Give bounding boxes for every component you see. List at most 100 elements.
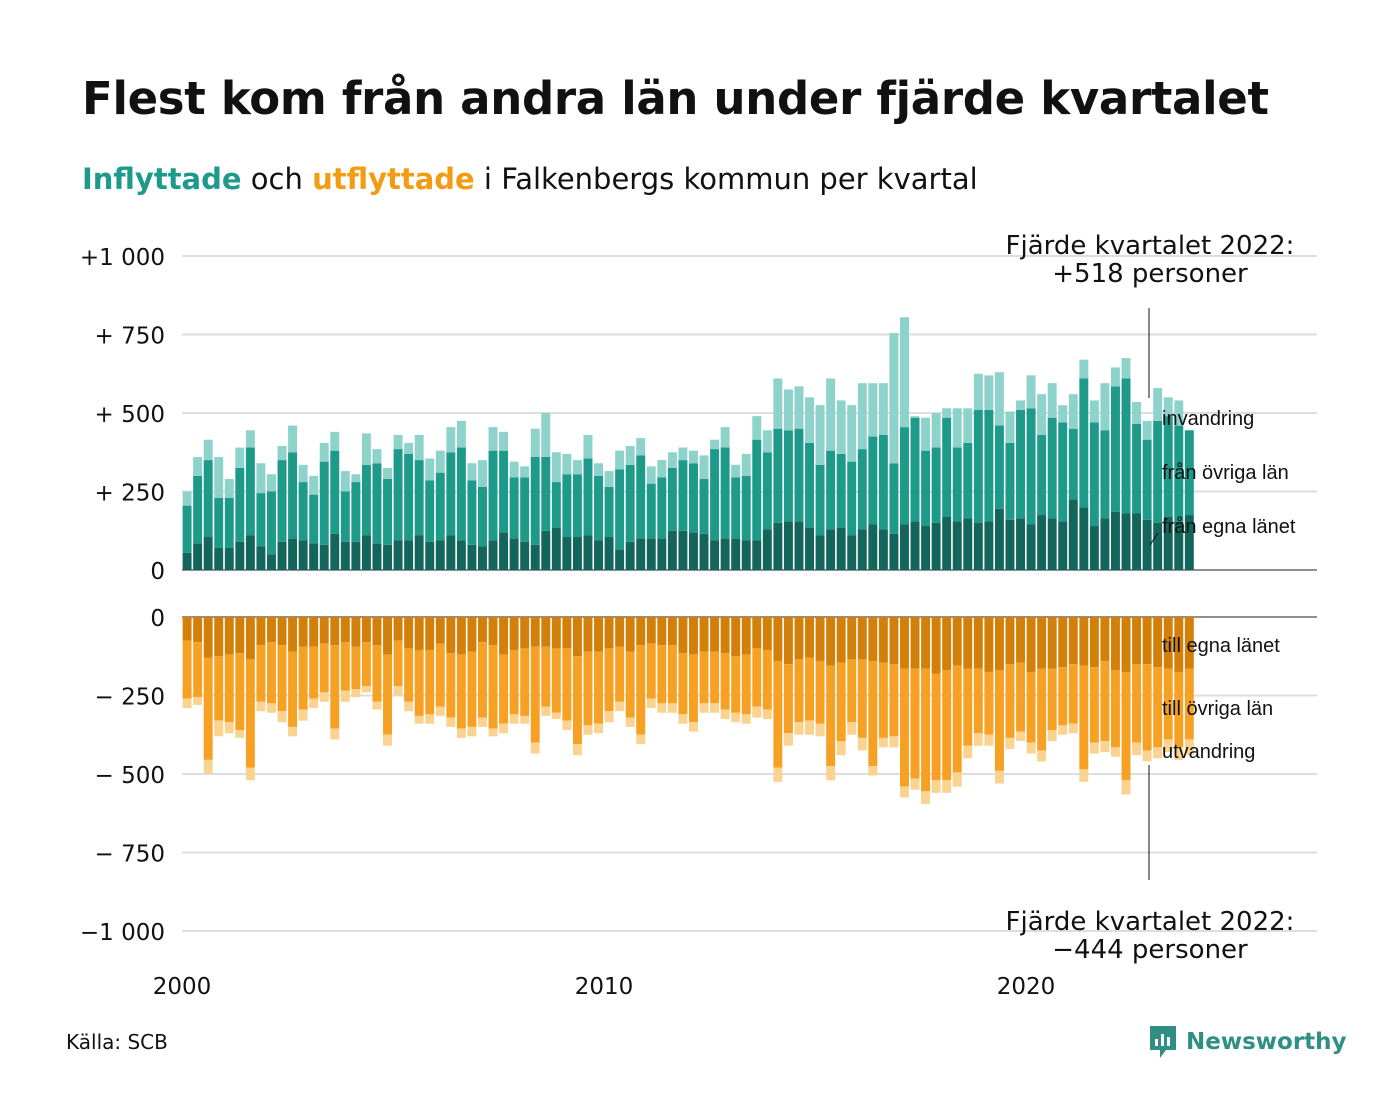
bar-emigration [1079, 769, 1089, 782]
bar-out-other-counties [889, 664, 899, 737]
bar-emigration [847, 722, 857, 735]
bar-immigration [361, 433, 371, 465]
series-label-invandring: invandring [1162, 408, 1254, 430]
bar-immigration [509, 461, 519, 478]
gridlines [182, 255, 1317, 932]
bar-out-own-county [245, 617, 255, 660]
bar-immigration [256, 463, 266, 494]
bar-out-own-county [604, 617, 614, 649]
bar-in-other-counties [1047, 417, 1057, 519]
bar-in-own-county [973, 522, 983, 570]
bar-out-own-county [762, 617, 772, 650]
bottom-annotation-value: −444 personer [1052, 935, 1248, 965]
bar-immigration [952, 408, 962, 448]
bar-immigration [636, 438, 646, 456]
bar-immigration [235, 447, 245, 468]
bar-in-other-counties [741, 475, 751, 541]
bar-out-own-county [1121, 617, 1131, 672]
bar-out-other-counties [1005, 664, 1015, 738]
bar-in-other-counties [963, 442, 973, 519]
bar-out-other-counties [404, 648, 414, 702]
bar-in-other-counties [425, 480, 435, 542]
bar-out-own-county [319, 617, 329, 644]
bar-in-own-county [615, 549, 625, 570]
bar-out-other-counties [478, 642, 487, 718]
bar-in-other-counties [1184, 430, 1194, 516]
bar-out-other-counties [1184, 668, 1194, 740]
bar-emigration [931, 780, 941, 793]
bar-in-own-county [1058, 521, 1068, 570]
bar-out-other-counties [878, 662, 888, 738]
bar-out-own-county [488, 617, 498, 646]
bar-emigration [889, 736, 899, 748]
bar-emigration [214, 720, 224, 737]
bar-out-own-county [1058, 617, 1068, 668]
bar-emigration [710, 703, 720, 713]
bar-in-other-counties [594, 475, 603, 541]
bar-in-own-county [372, 543, 382, 570]
bar-emigration [520, 715, 530, 724]
bar-in-own-county [699, 533, 709, 570]
bar-emigration [942, 780, 952, 793]
bar-in-own-county [288, 538, 298, 570]
bar-emigration [826, 766, 836, 781]
bar-out-other-counties [1163, 668, 1173, 740]
bar-in-other-counties [583, 458, 593, 536]
bar-in-own-county [224, 548, 234, 570]
bar-in-other-counties [372, 463, 382, 544]
bar-in-other-counties [383, 478, 392, 545]
bar-out-own-county [836, 617, 846, 663]
bar-out-own-county [1068, 617, 1078, 665]
bar-out-other-counties [857, 659, 867, 738]
bottom-annotation-label: Fjärde kvartalet 2022: [1006, 907, 1295, 937]
top-annotation-label: Fjärde kvartalet 2022: [1006, 231, 1295, 261]
bar-in-own-county [836, 527, 846, 570]
bar-in-other-counties [541, 456, 551, 531]
bar-immigration [783, 389, 793, 431]
bar-in-other-counties [794, 428, 804, 522]
bar-out-own-county [900, 617, 909, 669]
subtitle-inflow: Inflyttade [82, 162, 242, 196]
bar-out-own-county [1174, 617, 1184, 672]
bar-in-own-county [900, 524, 909, 570]
bar-out-other-counties [752, 648, 762, 707]
bar-in-other-counties [340, 491, 350, 542]
bar-out-other-counties [330, 645, 340, 729]
bar-immigration [963, 408, 973, 443]
bar-emigration [815, 723, 825, 737]
bar-emigration [1163, 739, 1173, 753]
bar-in-own-county [1005, 519, 1015, 570]
bar-immigration [1153, 387, 1163, 421]
bar-in-other-counties [235, 467, 245, 542]
x-tick-label: 2000 [153, 974, 212, 1000]
bar-out-own-county [509, 617, 519, 650]
bar-emigration [319, 692, 329, 702]
bar-in-own-county [1016, 518, 1025, 570]
bar-out-own-county [921, 617, 931, 669]
bar-out-other-counties [657, 645, 667, 704]
bar-in-other-counties [878, 434, 888, 530]
bar-in-own-county [857, 529, 867, 570]
bar-in-other-counties [288, 452, 298, 539]
bar-in-other-counties [1016, 409, 1025, 519]
bar-out-other-counties [699, 651, 709, 704]
bar-out-other-counties [235, 653, 245, 731]
bar-out-own-county [699, 617, 709, 652]
bar-out-own-county [752, 617, 762, 649]
bar-emigration [340, 690, 350, 702]
bar-out-other-counties [520, 648, 530, 716]
bar-out-other-counties [256, 645, 266, 702]
bar-out-own-county [794, 617, 804, 660]
bar-out-own-county [878, 617, 888, 663]
bar-in-other-counties [435, 472, 445, 541]
bar-out-own-county [562, 617, 572, 649]
bar-out-own-county [689, 617, 698, 655]
bar-emigration [604, 711, 614, 723]
bar-emigration [921, 791, 931, 804]
bar-in-other-counties [193, 475, 203, 544]
bar-out-other-counties [900, 668, 909, 787]
bar-in-own-county [625, 541, 635, 570]
bar-immigration [741, 453, 751, 476]
bar-immigration [1005, 411, 1015, 443]
bar-out-own-county [1005, 617, 1015, 665]
